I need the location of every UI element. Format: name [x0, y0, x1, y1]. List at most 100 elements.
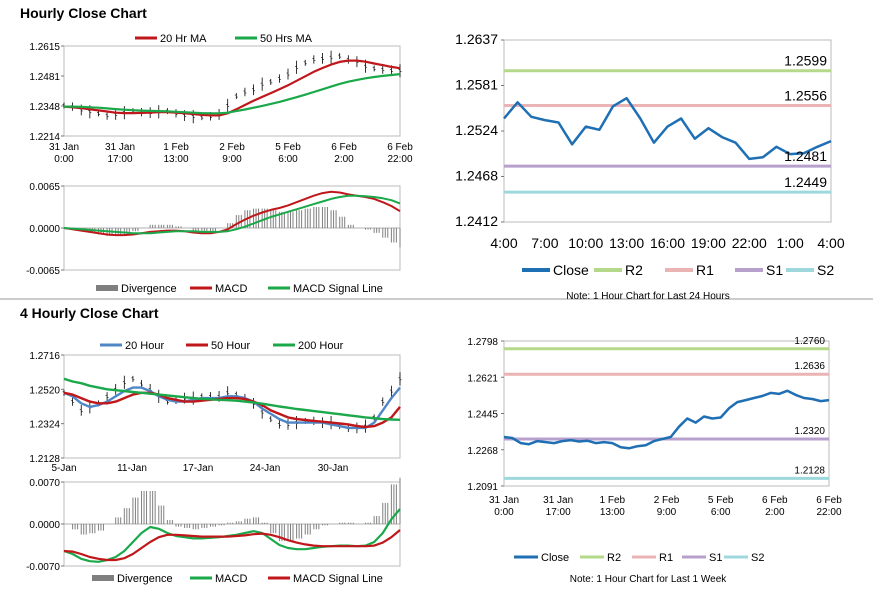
- legend-divergence-swatch: [96, 285, 118, 291]
- legend-macd-signal: MACD Signal Line: [293, 283, 383, 295]
- y-tick-label: 1.2520: [29, 385, 60, 396]
- legend-divergence: Divergence: [121, 283, 177, 295]
- plot-area: [61, 185, 401, 271]
- y-tick-label: 1.2214: [29, 132, 60, 143]
- x-tick-label: 17:00: [546, 507, 571, 518]
- y-tick-label: 0.0065: [29, 182, 60, 193]
- x-tick-label: 7:00: [531, 235, 558, 251]
- x-tick-label: 13:00: [600, 507, 625, 518]
- level-label-s1: 1.2481: [784, 148, 827, 164]
- x-tick-label: 2 Feb: [219, 142, 245, 153]
- ma-line-1: [64, 73, 401, 115]
- y-tick-label: 1.2637: [455, 31, 498, 47]
- x-tick-label: 1 Feb: [163, 142, 189, 153]
- y-tick-label: 0.0070: [29, 478, 60, 489]
- close-line: [503, 389, 830, 450]
- x-tick-label: 0:00: [54, 154, 74, 165]
- legend-50hrs-ma: 50 Hrs MA: [260, 33, 313, 45]
- legend-macd: MACD: [215, 573, 247, 585]
- x-tick-label: 9:00: [657, 507, 677, 518]
- y-tick-label: 1.2412: [455, 213, 498, 229]
- level-label-r2: 1.2760: [794, 336, 825, 347]
- x-tick-label: 13:00: [163, 154, 188, 165]
- x-tick-label: 6:00: [278, 154, 298, 165]
- legend-close: Close: [553, 262, 589, 278]
- x-tick-label: 5 Feb: [708, 495, 734, 506]
- x-tick-label: 1 Feb: [600, 495, 626, 506]
- legend-divergence-swatch: [92, 575, 114, 581]
- x-tick-label: 31 Jan: [105, 142, 135, 153]
- ma4h-line-0: [63, 386, 401, 430]
- x-tick-label: 6:00: [711, 507, 731, 518]
- macd-line-0: [63, 190, 401, 237]
- x-tick-label: 31 Jan: [489, 495, 519, 506]
- y-tick-label: 1.2615: [29, 42, 60, 53]
- x-tick-label: 30-Jan: [318, 463, 349, 474]
- legend-macd-signal: MACD Signal Line: [293, 573, 383, 585]
- y-tick-label: 1.2798: [467, 337, 498, 348]
- level-label-r1: 1.2636: [794, 361, 825, 372]
- y-tick-label: 1.2716: [29, 351, 60, 362]
- y-tick-label: -0.0070: [26, 562, 60, 573]
- y-tick-label: -0.0065: [26, 266, 60, 277]
- legend-divergence: Divergence: [117, 573, 173, 585]
- plot-area: [501, 340, 830, 487]
- x-tick-label: 2:00: [765, 507, 785, 518]
- x-tick-label: 2 Feb: [654, 495, 680, 506]
- y-tick-label: 1.2268: [467, 446, 498, 457]
- x-tick-label: 17:00: [107, 154, 132, 165]
- x-tick-label: 10:00: [568, 235, 603, 251]
- y-tick-label: 1.2128: [29, 454, 60, 465]
- plot-frame: [63, 45, 401, 137]
- x-tick-label: 6 Feb: [762, 495, 788, 506]
- plot-area: [61, 477, 401, 567]
- x-tick-label: 0:00: [494, 507, 514, 518]
- y-tick-label: 1.2621: [467, 373, 498, 384]
- legend-r1: R1: [659, 552, 673, 564]
- ma4h-line-2: [63, 377, 401, 421]
- chart-note: Note: 1 Hour Chart for Last 24 Hours: [566, 291, 729, 302]
- macd4h-line-1: [63, 529, 401, 562]
- plot-area: [61, 45, 402, 137]
- section-title-hourly: Hourly Close Chart: [20, 5, 147, 21]
- legend-r2: R2: [625, 262, 643, 278]
- y-tick-label: 1.2091: [467, 482, 498, 493]
- ma4h-line-1: [63, 391, 401, 429]
- legend-close: Close: [541, 552, 569, 564]
- x-tick-label: 2:00: [334, 154, 354, 165]
- macd-line-1: [63, 194, 401, 235]
- legend-s1: S1: [709, 552, 722, 564]
- y-tick-label: 1.2481: [29, 72, 60, 83]
- legend-s1: S1: [766, 262, 783, 278]
- legend-20-hour: 20 Hour: [125, 340, 164, 352]
- level-label-s2: 1.2128: [794, 465, 825, 476]
- close-line: [503, 96, 832, 161]
- plot-area: [61, 354, 402, 459]
- x-tick-label: 5 Feb: [275, 142, 301, 153]
- x-tick-label: 16:00: [650, 235, 685, 251]
- y-tick-label: 1.2524: [455, 122, 498, 138]
- legend-50-hour: 50 Hour: [211, 340, 250, 352]
- y-tick-label: 1.2468: [455, 168, 498, 184]
- plot-frame: [503, 39, 832, 223]
- legend-200-hour: 200 Hour: [298, 340, 344, 352]
- x-tick-label: 22:00: [387, 154, 412, 165]
- x-tick-label: 4:00: [490, 235, 517, 251]
- level-label-r2: 1.2599: [784, 53, 827, 69]
- y-tick-label: 0.0000: [29, 520, 60, 531]
- x-tick-label: 13:00: [609, 235, 644, 251]
- x-tick-label: 6 Feb: [816, 495, 842, 506]
- level-label-r1: 1.2556: [784, 88, 827, 104]
- plot-frame: [63, 354, 401, 459]
- legend-macd: MACD: [215, 283, 247, 295]
- x-tick-label: 5-Jan: [51, 463, 76, 474]
- x-tick-label: 22:00: [816, 507, 841, 518]
- section-title-4-hourly: 4 Hourly Close Chart: [20, 305, 159, 321]
- y-tick-label: 1.2581: [455, 77, 498, 93]
- plot-frame: [503, 340, 830, 487]
- x-tick-label: 9:00: [222, 154, 242, 165]
- x-tick-label: 24-Jan: [250, 463, 281, 474]
- x-tick-label: 6 Feb: [331, 142, 357, 153]
- x-tick-label: 17-Jan: [183, 463, 214, 474]
